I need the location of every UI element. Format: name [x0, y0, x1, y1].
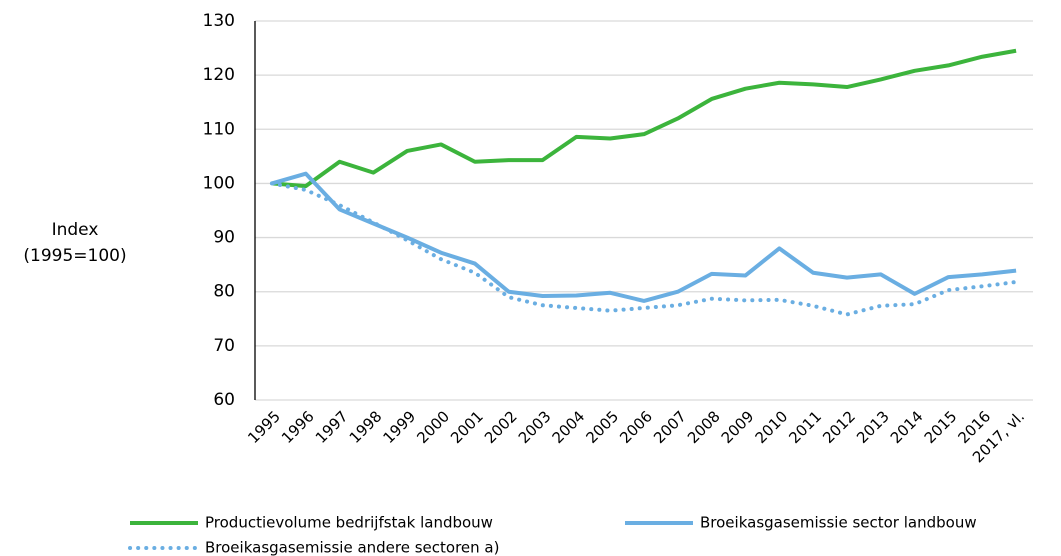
x-tick-label: 2006: [616, 407, 656, 447]
series-line: [271, 171, 1017, 303]
x-tick-label: 2011: [785, 407, 825, 447]
x-tick-label: 2000: [413, 407, 453, 447]
y-axis-label: (1995=100): [23, 246, 126, 266]
y-tick-label: 110: [203, 119, 235, 139]
x-tick-label: 2007: [650, 407, 690, 447]
x-tick-label: 1998: [346, 407, 386, 447]
legend-label: Broeikasgasemissie andere sectoren a): [205, 539, 499, 556]
x-tick-label: 2008: [684, 407, 724, 447]
legend-label: Broeikasgasemissie sector landbouw: [700, 514, 977, 532]
x-tick-label: 1997: [312, 407, 352, 447]
y-tick-label: 100: [203, 173, 235, 193]
y-tick-label: 130: [203, 11, 235, 31]
x-tick-label: 2009: [718, 407, 758, 447]
x-tick-label: 2013: [853, 407, 893, 447]
series-line: [271, 48, 1017, 189]
x-tick-label: 2010: [752, 407, 792, 447]
y-tick-label: 90: [213, 228, 235, 248]
y-tick-label: 60: [213, 390, 235, 410]
x-tick-label: 2003: [515, 407, 555, 447]
x-tick-label: 2005: [582, 407, 622, 447]
x-tick-label: 2001: [447, 407, 487, 447]
y-tick-label: 70: [213, 336, 235, 356]
y-tick-label: 80: [213, 282, 235, 302]
x-tick-label: 2002: [481, 407, 521, 447]
x-tick-label: 1995: [244, 407, 284, 447]
x-tick-label: 1999: [379, 407, 419, 447]
x-tick-label: 2012: [819, 407, 859, 447]
y-tick-label: 120: [203, 65, 235, 85]
series-line: [269, 181, 1019, 317]
x-tick-label: 1996: [278, 407, 318, 447]
x-tick-label: 2014: [887, 407, 927, 447]
x-tick-label: 2004: [549, 407, 589, 447]
x-tick-label: 2015: [921, 407, 961, 447]
legend-label: Productievolume bedrijfstak landbouw: [205, 514, 493, 532]
y-axis-label: Index: [52, 220, 99, 240]
